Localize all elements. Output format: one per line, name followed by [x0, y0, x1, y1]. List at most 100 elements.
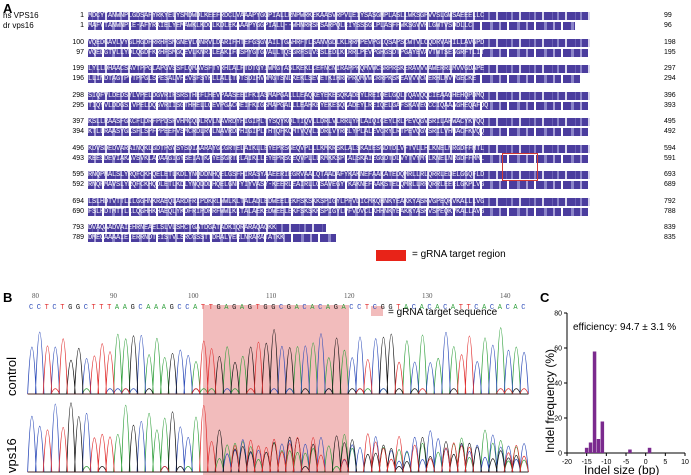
start-position: 1 — [80, 12, 84, 19]
position-ruler: 80 90 100 110 120 130 140 — [32, 292, 511, 300]
start-position: 397 — [72, 118, 84, 125]
sequence-text: RNQPMALSLYRQFCKHQELETLKDLYNQDDNHQELGSFHI… — [88, 171, 485, 179]
sequence-shading — [88, 171, 590, 179]
end-position: 297 — [664, 65, 676, 72]
base-call: A — [146, 304, 151, 312]
zebrafish-sequence-row: 97 VQEDGTVLLYDLQGDFKRHFSMGQEVLKNRILEAKIFH… — [0, 48, 691, 58]
sequence-shading — [88, 181, 590, 189]
alignment-block: hs VPS16 1 MDCYTANWNPLGDSAFYRKYELYSMDWDLKE… — [0, 11, 691, 33]
zebrafish-sequence-row: 295 TIQYVLDDGSIVPELDQGVRIISGTHHELLQEVPGAC… — [0, 101, 691, 111]
ruler-tick-label: 80 — [32, 292, 40, 300]
indel-bar — [647, 447, 652, 454]
x-tick-label: -15 — [582, 459, 592, 466]
x-tick-label: 0 — [644, 459, 648, 466]
base-call: A — [342, 304, 347, 312]
sequence-text: VQEDGAVLVYGLHGDFRRHFSMGNEVLQNRVLDARIFHTE… — [88, 38, 485, 47]
sequence-text: LSLHDTVTTLILGGHNKRAEQLARDFRIPDKRLWWLKLTA… — [88, 197, 485, 206]
sequence-text: MAFVTANWNPLE-AFYRKIELYEMAWKLKDGLKDLEKAAA… — [88, 22, 473, 30]
indel-bar — [588, 442, 593, 453]
base-call: G — [170, 304, 174, 312]
human-sequence-row: 397 KSLLRAASFGKCFLDRFPPDSFVHMCQDLRVLNAVRD… — [0, 117, 691, 127]
base-call: G — [217, 304, 221, 312]
chromatogram-figure: = gRNA target sequence 80 90 100 110 120 130 1… — [27, 292, 529, 475]
base-call: C — [427, 304, 431, 312]
x-tick-label: 5 — [663, 459, 667, 466]
x-tick-label: -10 — [601, 459, 611, 466]
start-position: 694 — [72, 197, 84, 205]
base-call: A — [420, 304, 425, 312]
base-call: T — [99, 304, 103, 312]
zebrafish-sequence-row: dr vps16 1 MAFVTANWNPLE-AFYRKIELYEMAWKLKDG… — [0, 21, 691, 31]
base-call: T — [107, 304, 111, 312]
human-sequence-row: hs VPS16 1 MDCYTANWNPLGDSAFYRKYELYSMDWDLKE… — [0, 11, 691, 21]
sequence-shading — [88, 154, 590, 163]
base-call: A — [295, 304, 300, 312]
sequence-text: TIQYVLDDGSIVPELDQGVRIISGTHHELLQEVPGACQEI… — [88, 101, 489, 110]
alignment-block: 694 LSLHDTVTTLILGGHNKRAEQLARDFRIPDKRLWWLK… — [0, 197, 691, 219]
base-call: A — [224, 304, 229, 312]
panel-label-c: C — [540, 290, 550, 305]
indel-axes: 0 20 40 60 80 -20 -15 -10 -5 0 5 10 — [554, 311, 689, 467]
sequence-text: FSLHDTMTTLLLQGHHKHAEQLYKDFRIPDKRFWWLKLTA… — [88, 207, 485, 216]
base-call: G — [287, 304, 291, 312]
indel-bars — [584, 351, 652, 454]
base-call: C — [138, 304, 142, 312]
end-position: 396 — [664, 91, 676, 99]
sequence-text: VQEDGTVLLYDLQGDFKRHFSMGQEVLKNRILEAKIFHSP… — [88, 48, 485, 57]
x-tick-label: -20 — [562, 459, 572, 466]
base-call: G — [381, 304, 385, 312]
species-label: hs VPS16 — [3, 11, 39, 20]
base-call: A — [240, 304, 245, 312]
sequence-text: KDVSDEDVARAINQKLGDTPGVSYSDIAARAYGCGRTELA… — [88, 144, 485, 153]
y-tick-label: 60 — [554, 346, 562, 353]
start-position: 595 — [72, 171, 84, 178]
base-call: C — [185, 304, 189, 312]
sequence-shading — [88, 48, 590, 57]
end-position: 96 — [664, 22, 672, 29]
grna-legend-label: = gRNA target region — [412, 249, 506, 260]
start-position: 295 — [72, 101, 84, 109]
base-call: C — [506, 304, 510, 312]
base-call: G — [248, 304, 252, 312]
base-call: C — [84, 304, 88, 312]
base-call: G — [271, 304, 275, 312]
base-call: C — [177, 304, 181, 312]
base-call: C — [302, 304, 306, 312]
efficiency-annotation: efficiency: 94.7 ± 3.1 % — [573, 322, 676, 333]
sequence-shading — [88, 38, 590, 47]
base-call: A — [115, 304, 120, 312]
sequence-text: MDCYTANWNPLGDSAFYRKYELYSMDWDLKEEFRDCLVAA… — [88, 12, 485, 20]
zebrafish-sequence-row: 592 RNQPMAVSLYRQFCKHQDLETLKDLYNQDDDHQELGN… — [0, 180, 691, 190]
end-position: 594 — [664, 144, 676, 152]
indel-bar — [628, 449, 632, 453]
alignment-block: 793 DVAQAADVAIEHRNEAELSLVLSHCTGATDGATADKI… — [0, 223, 691, 245]
base-call: T — [467, 304, 471, 312]
base-call: T — [60, 304, 64, 312]
alignment-block: 100 VQEDGAVLVYGLHGDFRRHFSMGNEVLQNRVLDARIF… — [0, 38, 691, 60]
base-call: C — [412, 304, 416, 312]
sequence-shading — [88, 128, 590, 136]
indel-bar — [592, 351, 597, 453]
grna-legend-swatch — [376, 250, 406, 261]
ruler-tick-label: 100 — [188, 292, 199, 300]
sequence-shading — [88, 144, 590, 153]
start-position: 100 — [72, 38, 84, 46]
start-position: 298 — [72, 91, 84, 99]
base-call: C — [443, 304, 447, 312]
base-call: C — [318, 304, 322, 312]
base-call: A — [482, 304, 487, 312]
x-axis-label: Indel size (bp) — [584, 463, 659, 475]
sequence-text: DMEGAAAAIEIERRNDTEISTVLSRCGSSTTDHALVERLN… — [88, 234, 285, 242]
sequence-shading — [88, 224, 326, 232]
base-call: G — [68, 304, 72, 312]
vps16-trace — [27, 402, 529, 473]
base-call: G — [334, 304, 338, 312]
end-position: 689 — [664, 181, 676, 188]
sequence-text: LYLLDHAACSAVTPPGLAPGVSSFLQMAVSFTYRHLALFT… — [88, 65, 485, 73]
sequence-shading — [88, 207, 590, 216]
sequence-shading — [88, 91, 590, 100]
human-sequence-row: 595 RNQPMALSLYRQFCKHQELETLKDLYNQDDNHQELGS… — [0, 170, 691, 180]
end-position: 839 — [664, 224, 676, 231]
grna-target-box — [502, 153, 538, 181]
start-position: 789 — [72, 234, 84, 241]
